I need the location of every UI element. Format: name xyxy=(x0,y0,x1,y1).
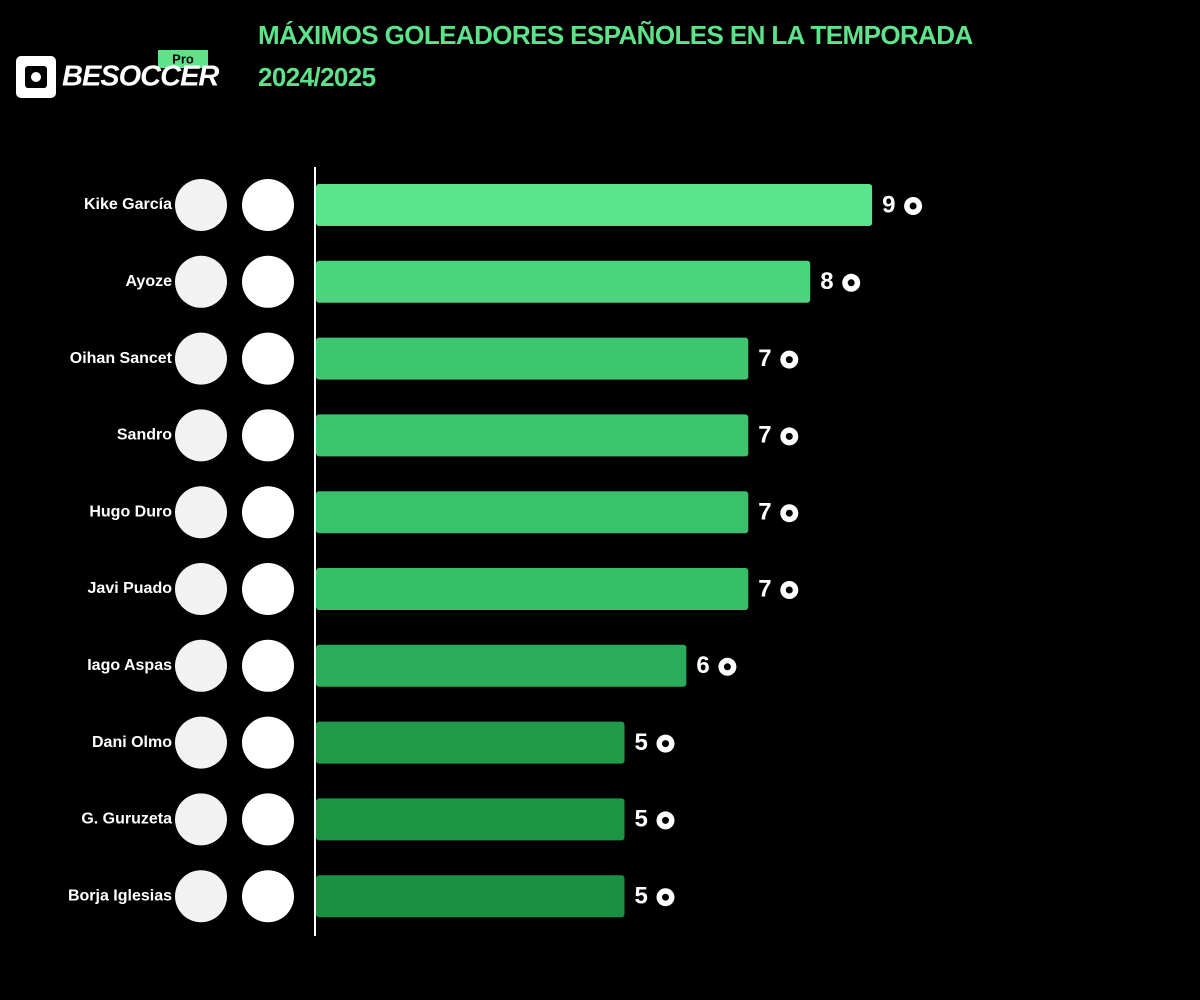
bar xyxy=(316,260,811,303)
category-label: G. Guruzeta xyxy=(81,811,172,828)
value-label: 9 xyxy=(882,191,895,218)
club-crest xyxy=(242,409,294,462)
player-photo xyxy=(175,255,227,308)
category-label: Dani Olmo xyxy=(92,734,172,751)
value-label: 8 xyxy=(820,268,833,295)
player-photo xyxy=(175,332,227,385)
category-label: Oihan Sancet xyxy=(70,350,173,367)
value-label: 6 xyxy=(696,652,709,679)
player-photo xyxy=(175,793,227,846)
logo-name: BESOCCER xyxy=(62,61,219,93)
club-crest xyxy=(242,332,294,385)
category-label: Hugo Duro xyxy=(89,503,172,520)
ball-icon-patch xyxy=(662,893,669,901)
bar xyxy=(316,721,625,764)
club-crest xyxy=(242,716,294,769)
player-photo xyxy=(175,179,227,231)
ball-icon-patch xyxy=(785,509,793,517)
ball-icon-patch xyxy=(909,202,917,210)
chart-title: MÁXIMOS GOLEADORES ESPAÑOLES EN LA TEMPO… xyxy=(258,20,972,92)
category-label: Iago Aspas xyxy=(87,657,172,674)
value-label: 7 xyxy=(758,575,771,602)
club-crest xyxy=(242,563,294,615)
club-crest xyxy=(242,179,294,231)
category-label: Javi Puado xyxy=(88,580,173,597)
ball-icon-patch xyxy=(723,663,731,671)
value-label: 5 xyxy=(635,883,648,910)
club-crest xyxy=(242,870,294,923)
category-label: Ayoze xyxy=(125,273,172,290)
bar xyxy=(316,414,749,457)
club-crest xyxy=(242,255,294,308)
ball-icon-patch xyxy=(662,816,669,824)
logo: Pro BESOCCER xyxy=(16,50,220,98)
player-photo xyxy=(175,409,227,462)
value-label: 7 xyxy=(758,345,771,372)
bar xyxy=(316,491,749,534)
category-label: Sandro xyxy=(117,427,172,444)
bar xyxy=(316,337,749,380)
bar xyxy=(316,568,749,610)
value-label: 7 xyxy=(758,499,771,526)
ball-icon-patch xyxy=(785,586,793,594)
player-photo xyxy=(175,870,227,923)
club-crest xyxy=(242,639,294,692)
club-crest xyxy=(242,486,294,539)
player-photo xyxy=(175,486,227,539)
logo-badge-box xyxy=(158,50,208,68)
player-photo xyxy=(175,563,227,615)
category-label: Kike García xyxy=(84,196,172,213)
player-photo xyxy=(175,716,227,769)
ball-icon-patch xyxy=(785,356,793,364)
value-label: 5 xyxy=(635,806,648,833)
player-photo xyxy=(175,639,227,692)
logo-badge: Pro xyxy=(172,51,194,66)
club-crest xyxy=(242,793,294,846)
ball-icon-patch xyxy=(847,279,855,287)
bar xyxy=(316,184,873,226)
ball-icon-patch xyxy=(662,740,669,748)
value-label: 7 xyxy=(758,422,771,449)
bar xyxy=(316,644,687,687)
bar xyxy=(316,798,625,841)
category-label: Borja Iglesias xyxy=(68,887,172,904)
bar xyxy=(316,875,625,918)
logo-icon-dot xyxy=(31,72,41,82)
ball-icon-patch xyxy=(785,432,793,440)
value-label: 5 xyxy=(635,729,648,756)
